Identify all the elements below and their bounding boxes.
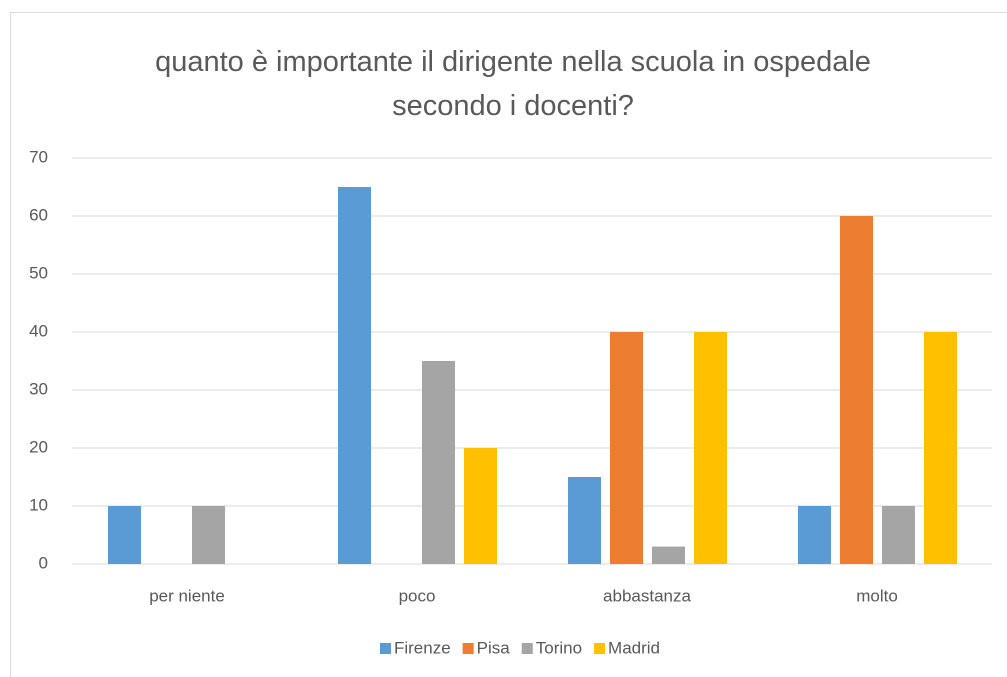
bar <box>192 506 225 564</box>
bar <box>798 506 831 564</box>
bar <box>610 332 643 564</box>
y-tick-label: 40 <box>29 321 48 340</box>
x-tick-label: per niente <box>149 586 225 605</box>
bar <box>338 187 371 564</box>
y-tick-label: 50 <box>29 263 48 282</box>
legend-swatch <box>594 643 606 654</box>
bar <box>924 332 957 564</box>
bar <box>568 477 601 564</box>
y-tick-label: 20 <box>29 437 48 456</box>
legend-swatch <box>521 643 533 654</box>
y-tick-label: 0 <box>39 553 48 572</box>
bar <box>108 506 141 564</box>
chart-title: quanto è importante il dirigente nella s… <box>155 46 871 122</box>
bar <box>882 506 915 564</box>
y-tick-label: 10 <box>29 495 48 514</box>
x-tick-label: molto <box>856 586 898 605</box>
bar <box>422 361 455 564</box>
legend-label: Madrid <box>608 638 660 657</box>
bar <box>694 332 727 564</box>
legend-label: Firenze <box>394 638 451 657</box>
y-tick-label: 30 <box>29 379 48 398</box>
bar <box>840 216 873 564</box>
y-tick-label: 70 <box>29 147 48 166</box>
legend-label: Pisa <box>477 638 511 657</box>
bar <box>652 546 685 564</box>
y-tick-label: 60 <box>29 205 48 224</box>
x-tick-label: abbastanza <box>603 586 691 605</box>
x-tick-label: poco <box>399 586 436 605</box>
bar <box>464 448 497 564</box>
legend-swatch <box>462 643 474 654</box>
legend-label: Torino <box>536 638 582 657</box>
legend-swatch <box>379 643 391 654</box>
